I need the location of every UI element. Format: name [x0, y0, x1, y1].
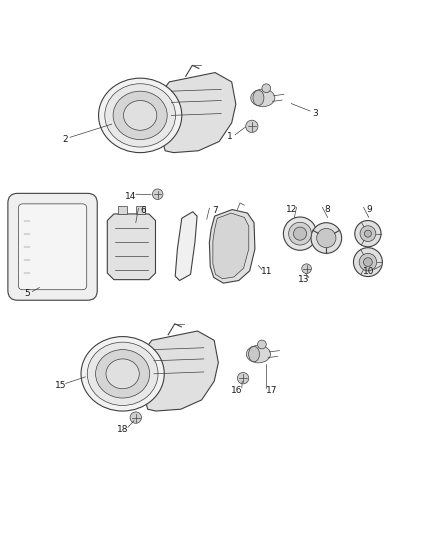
Circle shape	[237, 373, 249, 384]
Text: 17: 17	[266, 385, 277, 394]
Text: 3: 3	[312, 109, 318, 118]
Circle shape	[364, 230, 371, 237]
Text: 5: 5	[24, 289, 30, 298]
Text: 11: 11	[261, 267, 273, 276]
Circle shape	[283, 217, 317, 251]
Ellipse shape	[106, 359, 139, 389]
Circle shape	[353, 248, 382, 277]
Ellipse shape	[99, 78, 182, 152]
Ellipse shape	[81, 336, 164, 411]
Ellipse shape	[124, 101, 157, 130]
Circle shape	[289, 222, 311, 245]
Text: 15: 15	[55, 381, 66, 390]
Polygon shape	[209, 209, 255, 283]
Ellipse shape	[87, 342, 158, 406]
Ellipse shape	[95, 350, 150, 398]
Circle shape	[355, 221, 381, 247]
Polygon shape	[175, 212, 197, 280]
Text: 14: 14	[125, 192, 136, 201]
Circle shape	[360, 226, 376, 241]
Circle shape	[130, 412, 141, 423]
Ellipse shape	[249, 346, 259, 362]
Text: 9: 9	[366, 205, 372, 214]
FancyBboxPatch shape	[18, 204, 87, 290]
Polygon shape	[143, 331, 218, 411]
Text: 13: 13	[298, 275, 309, 284]
Text: 6: 6	[141, 206, 147, 215]
Circle shape	[317, 229, 336, 248]
Text: 18: 18	[117, 425, 128, 434]
Polygon shape	[213, 213, 249, 279]
FancyBboxPatch shape	[118, 206, 127, 214]
Ellipse shape	[246, 345, 270, 363]
Text: 1: 1	[227, 132, 233, 141]
Circle shape	[258, 340, 266, 349]
Circle shape	[246, 120, 258, 133]
Ellipse shape	[105, 84, 176, 147]
FancyBboxPatch shape	[136, 206, 145, 214]
Text: 7: 7	[212, 206, 218, 215]
FancyBboxPatch shape	[8, 193, 97, 300]
Ellipse shape	[251, 89, 275, 107]
Text: 12: 12	[286, 205, 297, 214]
Text: 10: 10	[363, 267, 374, 276]
Circle shape	[311, 223, 342, 253]
Circle shape	[364, 258, 372, 266]
Circle shape	[359, 253, 377, 271]
Ellipse shape	[113, 91, 167, 140]
Circle shape	[302, 264, 311, 273]
Ellipse shape	[253, 90, 264, 106]
Circle shape	[293, 227, 307, 240]
Text: 16: 16	[231, 385, 242, 394]
Text: 8: 8	[325, 205, 331, 214]
Polygon shape	[161, 72, 236, 152]
Circle shape	[152, 189, 163, 199]
Polygon shape	[107, 214, 155, 280]
Circle shape	[262, 84, 271, 93]
Text: 2: 2	[62, 135, 67, 144]
